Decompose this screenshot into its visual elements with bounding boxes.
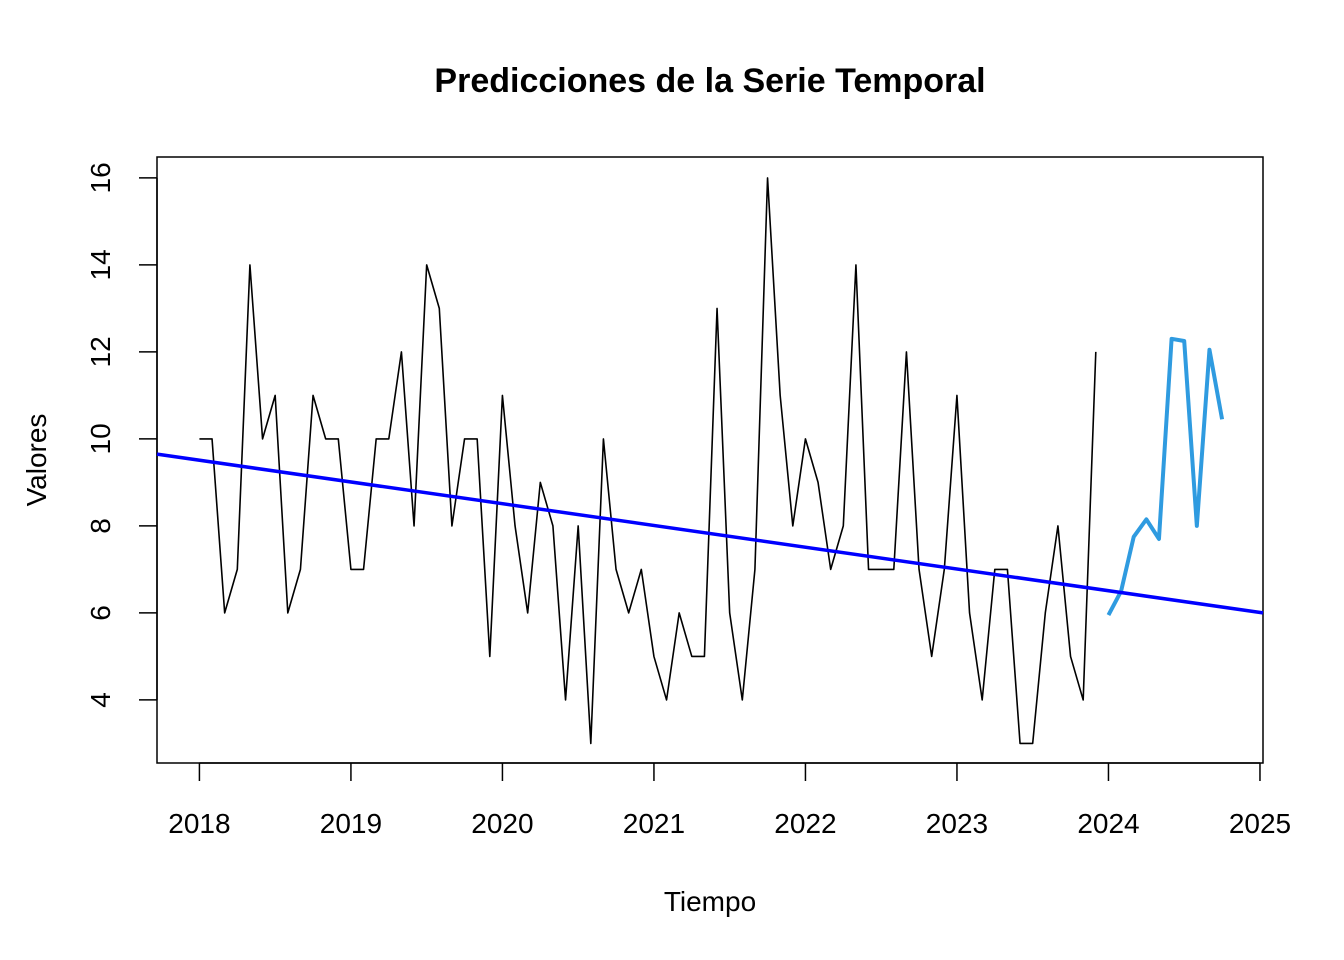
x-tick-label: 2023 (926, 808, 988, 839)
y-axis: 4 6 8 10 12 14 16 (85, 162, 158, 708)
x-tick-label: 2018 (168, 808, 230, 839)
series-layer (156, 177, 1264, 745)
x-axis-label: Tiempo (664, 886, 756, 917)
forecast-series-line (1106, 336, 1225, 617)
y-tick-label: 16 (85, 162, 116, 193)
x-axis: 2018 2019 2020 2021 2022 2023 2024 2025 (168, 762, 1291, 839)
plot-area-frame (156, 156, 1264, 764)
y-tick-label: 6 (85, 605, 116, 621)
y-tick-label: 12 (85, 336, 116, 367)
x-tick-label: 2021 (623, 808, 685, 839)
y-tick-label: 14 (85, 249, 116, 280)
chart-title: Predicciones de la Serie Temporal (434, 62, 985, 100)
y-tick-label: 4 (85, 692, 116, 708)
x-tick-label: 2020 (471, 808, 533, 839)
x-tick-label: 2024 (1077, 808, 1139, 839)
y-tick-label: 8 (85, 518, 116, 534)
trend-line (156, 452, 1264, 615)
y-axis-label: Valores (21, 414, 52, 507)
observed-series-line (199, 177, 1097, 745)
x-tick-label: 2022 (774, 808, 836, 839)
x-tick-label: 2025 (1229, 808, 1291, 839)
y-tick-label: 10 (85, 423, 116, 454)
x-tick-label: 2019 (320, 808, 382, 839)
